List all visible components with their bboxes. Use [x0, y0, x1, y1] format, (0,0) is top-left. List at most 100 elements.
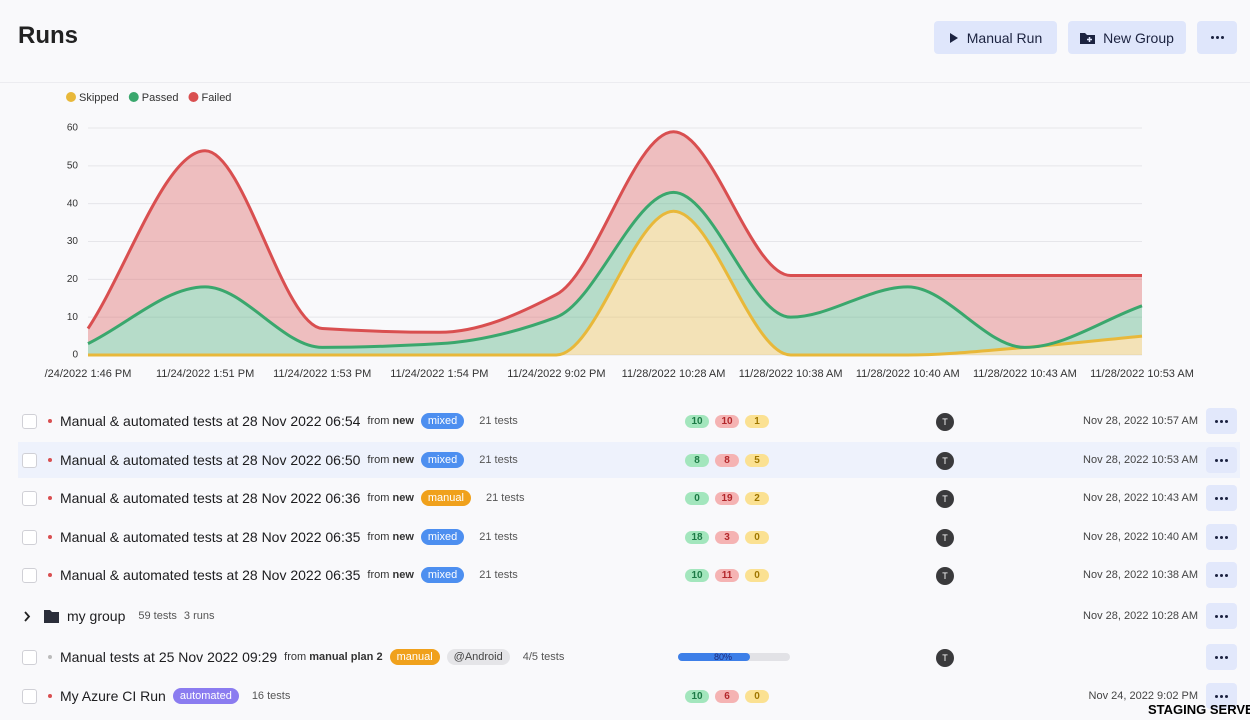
- row-info: My Azure CI Run automated 16 tests: [60, 678, 290, 714]
- passed-badge: 10: [685, 414, 709, 428]
- run-title: Manual & automated tests at 28 Nov 2022 …: [60, 567, 361, 583]
- y-tick-label: 30: [67, 236, 79, 247]
- menu-dots: [1206, 683, 1237, 709]
- checkbox[interactable]: [22, 414, 37, 429]
- progress-bar: [678, 653, 750, 661]
- run-row[interactable]: Manual & automated tests at 28 Nov 2022 …: [18, 442, 1240, 478]
- more-button[interactable]: [1197, 21, 1237, 54]
- run-row[interactable]: My Azure CI Run automated 16 tests 10 6 0 Nov …: [18, 678, 1240, 714]
- run-row[interactable]: Manual & automated tests at 28 Nov 2022 …: [18, 480, 1240, 516]
- series-line: [86, 130, 1142, 334]
- from-label: from: [367, 531, 390, 543]
- avatar: T: [936, 452, 954, 470]
- from-label: from: [284, 651, 307, 663]
- avatar: T: [936, 567, 954, 585]
- area-fill: [88, 131, 1142, 348]
- source-name: new: [392, 492, 414, 504]
- menu-dots: [1206, 562, 1237, 588]
- test-count: 21 tests: [479, 454, 518, 466]
- avatar: T: [936, 649, 954, 667]
- checkbox[interactable]: [22, 568, 37, 583]
- run-date: Nov 28, 2022 10:28 AM: [1083, 610, 1198, 622]
- run-date: Nov 28, 2022 10:40 AM: [1083, 531, 1198, 543]
- progress-label: 80%: [713, 652, 732, 662]
- failed-badge: 10: [715, 414, 739, 428]
- x-tick-label: 11/28/2022 10:38 AM: [739, 368, 843, 380]
- legend-swatch: [128, 92, 139, 102]
- status-dot: [48, 694, 52, 698]
- row-menu[interactable]: [1206, 683, 1237, 709]
- row-menu[interactable]: [1206, 644, 1237, 670]
- x-tick-label: 11/28/2022 10:53 AM: [1090, 368, 1194, 380]
- test-count: 59 tests: [138, 610, 177, 622]
- manual-run-button[interactable]: Manual Run: [934, 21, 1057, 54]
- run-row[interactable]: Manual & automated tests at 28 Nov 2022 …: [18, 557, 1240, 593]
- row-menu[interactable]: [1206, 485, 1237, 511]
- new-group-button[interactable]: New Group: [1068, 21, 1186, 54]
- avatar: T: [936, 490, 954, 508]
- stats: 10 10 1: [685, 403, 769, 439]
- checkbox[interactable]: [22, 650, 37, 665]
- skipped-badge: 2: [745, 491, 769, 505]
- x-tick-label: 11/24/2022 1:54 PM: [390, 368, 488, 380]
- row-info: Manual & automated tests at 28 Nov 2022 …: [60, 557, 518, 593]
- run-row[interactable]: my group 59 tests 3 runs Nov 28, 2022 10:28…: [18, 598, 1240, 634]
- legend-swatch: [188, 92, 199, 102]
- from-label: from: [367, 415, 390, 427]
- run-row[interactable]: Manual & automated tests at 28 Nov 2022 …: [18, 519, 1240, 555]
- passed-badge: 10: [685, 689, 709, 703]
- series-line: [87, 190, 1143, 349]
- skipped-badge: 5: [745, 453, 769, 467]
- menu-dots: [1206, 447, 1237, 473]
- row-info: Manual & automated tests at 28 Nov 2022 …: [60, 519, 518, 555]
- legend-swatch: [66, 92, 76, 102]
- row-menu[interactable]: [1206, 562, 1237, 588]
- row-menu[interactable]: [1206, 603, 1237, 629]
- run-row[interactable]: Manual & automated tests at 28 Nov 2022 …: [18, 403, 1240, 439]
- checkbox[interactable]: [22, 530, 37, 545]
- run-date: Nov 24, 2022 9:02 PM: [1088, 690, 1198, 702]
- menu-dots: [1206, 644, 1237, 670]
- run-row[interactable]: Manual tests at 25 Nov 2022 09:29 from ma…: [18, 639, 1240, 675]
- run-date: Nov 28, 2022 10:53 AM: [1083, 454, 1198, 466]
- from-label: from: [367, 569, 390, 581]
- test-count: 21 tests: [479, 531, 518, 543]
- tag: mixed: [420, 567, 465, 583]
- group-icons-svg: [24, 610, 59, 623]
- y-tick-label: 10: [67, 312, 79, 323]
- run-count: 3 runs: [183, 610, 215, 622]
- y-tick-label: 0: [72, 350, 78, 361]
- page-title: Runs: [18, 22, 78, 49]
- run-title: Manual & automated tests at 28 Nov 2022 …: [60, 452, 361, 468]
- stats: 10 11 0: [685, 557, 769, 593]
- passed-badge: 0: [685, 491, 709, 505]
- footer-label: STAGING SERVER: [1148, 702, 1250, 717]
- tag: mixed: [420, 452, 465, 468]
- status-dot: [48, 573, 52, 577]
- source: from new: [367, 415, 413, 427]
- checkbox[interactable]: [22, 689, 37, 704]
- run-title: Manual & automated tests at 28 Nov 2022 …: [60, 490, 361, 506]
- passed-badge: 10: [685, 568, 709, 582]
- run-date: Nov 28, 2022 10:43 AM: [1083, 492, 1198, 504]
- stats: 0 19 2: [685, 480, 769, 516]
- divider: [0, 82, 1250, 83]
- row-menu[interactable]: [1206, 408, 1237, 434]
- run-title: my group: [67, 608, 126, 624]
- test-count: 16 tests: [251, 690, 291, 702]
- row-menu[interactable]: [1206, 524, 1237, 550]
- checkbox[interactable]: [22, 453, 37, 468]
- menu-dots: [1206, 408, 1237, 434]
- row-info: Manual & automated tests at 28 Nov 2022 …: [60, 442, 518, 478]
- run-title: Manual tests at 25 Nov 2022 09:29: [60, 649, 278, 665]
- checkbox[interactable]: [22, 491, 37, 506]
- x-tick-label: 11/28/2022 10:43 AM: [973, 368, 1077, 380]
- progress-track: 80%: [678, 652, 790, 662]
- y-tick-label: 40: [67, 198, 79, 209]
- stats: 18 3 0: [685, 519, 769, 555]
- stats: 10 6 0: [685, 678, 769, 714]
- row-menu[interactable]: [1206, 447, 1237, 473]
